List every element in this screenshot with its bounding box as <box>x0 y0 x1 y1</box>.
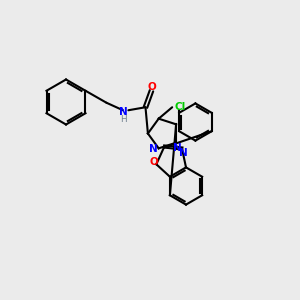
Text: N: N <box>149 144 158 154</box>
Text: N: N <box>173 143 182 153</box>
Text: H: H <box>120 116 127 124</box>
Text: O: O <box>147 82 156 92</box>
Text: N: N <box>119 107 128 117</box>
Text: O: O <box>149 157 158 167</box>
Text: Cl: Cl <box>174 102 185 112</box>
Text: N: N <box>179 148 188 158</box>
